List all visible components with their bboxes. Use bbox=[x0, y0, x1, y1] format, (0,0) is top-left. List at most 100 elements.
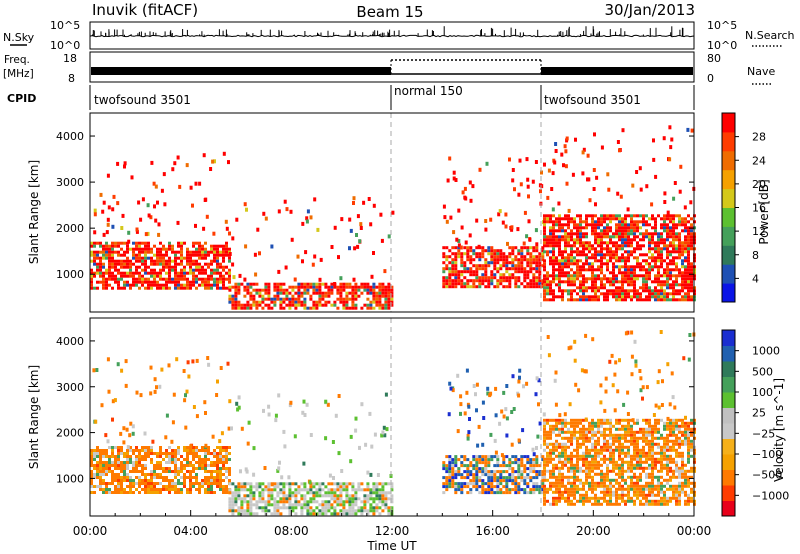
range-time-cell bbox=[246, 288, 250, 292]
range-time-cell bbox=[177, 241, 180, 245]
range-time-cell bbox=[216, 265, 219, 269]
range-time-cell bbox=[645, 280, 648, 284]
range-time-cell bbox=[293, 277, 297, 282]
range-time-cell bbox=[529, 261, 533, 265]
range-time-cell bbox=[660, 250, 663, 254]
range-time-cell bbox=[249, 491, 253, 495]
range-time-cell bbox=[126, 449, 129, 452]
range-time-cell bbox=[636, 262, 639, 266]
range-time-cell bbox=[243, 303, 247, 307]
range-time-cell bbox=[261, 482, 265, 486]
range-time-cell bbox=[552, 466, 555, 470]
range-time-cell bbox=[472, 458, 476, 462]
noise-left-label: N.Sky bbox=[3, 31, 35, 44]
range-time-cell bbox=[380, 238, 384, 243]
range-time-cell bbox=[228, 294, 232, 298]
range-time-cell bbox=[672, 232, 675, 236]
range-time-cell bbox=[561, 418, 564, 422]
range-time-cell bbox=[606, 244, 609, 248]
range-time-cell bbox=[636, 292, 639, 296]
range-time-cell bbox=[529, 252, 533, 256]
range-time-cell bbox=[342, 303, 346, 307]
range-time-cell bbox=[189, 259, 192, 263]
range-time-cell bbox=[606, 433, 609, 437]
range-time-cell bbox=[591, 457, 594, 461]
range-time-cell bbox=[543, 280, 546, 284]
range-time-cell bbox=[267, 497, 271, 501]
range-time-cell bbox=[466, 258, 470, 262]
range-time-cell bbox=[231, 494, 235, 498]
range-time-cell bbox=[150, 271, 153, 275]
range-time-cell bbox=[582, 502, 585, 506]
range-time-cell bbox=[159, 464, 162, 467]
range-time-cell bbox=[105, 244, 108, 248]
range-time-cell bbox=[570, 292, 573, 296]
range-time-cell bbox=[457, 246, 461, 250]
range-time-cell bbox=[387, 300, 391, 304]
range-time-cell bbox=[630, 244, 633, 248]
range-time-cell bbox=[168, 262, 171, 266]
range-time-cell bbox=[627, 268, 630, 272]
range-time-cell bbox=[513, 187, 516, 192]
range-time-cell bbox=[579, 457, 582, 461]
range-time-cell bbox=[493, 258, 497, 262]
range-time-cell bbox=[579, 253, 582, 257]
range-time-cell bbox=[475, 267, 479, 271]
range-time-cell bbox=[339, 494, 343, 498]
range-time-cell bbox=[445, 267, 449, 271]
range-time-cell bbox=[681, 241, 684, 245]
range-time-cell bbox=[231, 491, 235, 495]
range-time-cell bbox=[186, 452, 189, 455]
range-time-cell bbox=[564, 460, 567, 464]
range-time-cell bbox=[561, 250, 564, 254]
range-time-cell bbox=[132, 253, 135, 257]
range-time-cell bbox=[567, 280, 570, 284]
range-time-cell bbox=[639, 493, 642, 497]
range-time-cell bbox=[532, 467, 536, 471]
range-time-cell bbox=[490, 479, 494, 483]
range-time-cell bbox=[606, 280, 609, 284]
range-time-cell bbox=[144, 455, 147, 458]
range-time-cell bbox=[255, 503, 259, 507]
range-time-cell bbox=[654, 295, 657, 299]
range-time-cell bbox=[576, 262, 579, 266]
range-time-cell bbox=[210, 271, 213, 275]
range-time-cell bbox=[183, 482, 186, 485]
range-time-cell bbox=[126, 485, 129, 488]
range-time-cell bbox=[552, 277, 555, 281]
range-time-cell bbox=[561, 430, 564, 434]
range-time-cell bbox=[573, 463, 576, 467]
range-time-cell bbox=[538, 255, 542, 259]
range-time-cell bbox=[294, 303, 298, 307]
range-time-cell bbox=[600, 238, 603, 242]
range-time-cell bbox=[579, 445, 582, 449]
range-time-cell bbox=[564, 484, 567, 488]
range-time-cell bbox=[180, 241, 183, 245]
range-time-cell bbox=[660, 262, 663, 266]
range-time-cell bbox=[351, 288, 355, 292]
range-time-cell bbox=[138, 458, 141, 461]
range-time-cell bbox=[624, 433, 627, 437]
range-time-cell bbox=[457, 249, 461, 253]
range-time-cell bbox=[570, 244, 573, 248]
range-time-cell bbox=[612, 493, 615, 497]
range-time-cell bbox=[99, 455, 102, 458]
range-time-cell bbox=[564, 436, 567, 440]
range-time-cell bbox=[288, 285, 292, 289]
range-time-cell bbox=[451, 285, 455, 289]
range-time-cell bbox=[135, 265, 138, 269]
range-time-cell bbox=[264, 506, 268, 510]
range-time-cell bbox=[177, 271, 180, 275]
range-time-cell bbox=[633, 445, 636, 449]
range-time-cell bbox=[502, 273, 506, 277]
range-time-cell bbox=[666, 238, 669, 242]
range-time-cell bbox=[288, 506, 292, 510]
range-time-cell bbox=[525, 157, 529, 162]
range-time-cell bbox=[558, 454, 561, 458]
range-time-cell bbox=[636, 463, 639, 467]
range-time-cell bbox=[633, 466, 636, 470]
range-time-cell bbox=[606, 298, 609, 302]
range-time-cell bbox=[624, 262, 627, 266]
range-time-cell bbox=[558, 220, 561, 224]
range-time-cell bbox=[549, 457, 552, 461]
